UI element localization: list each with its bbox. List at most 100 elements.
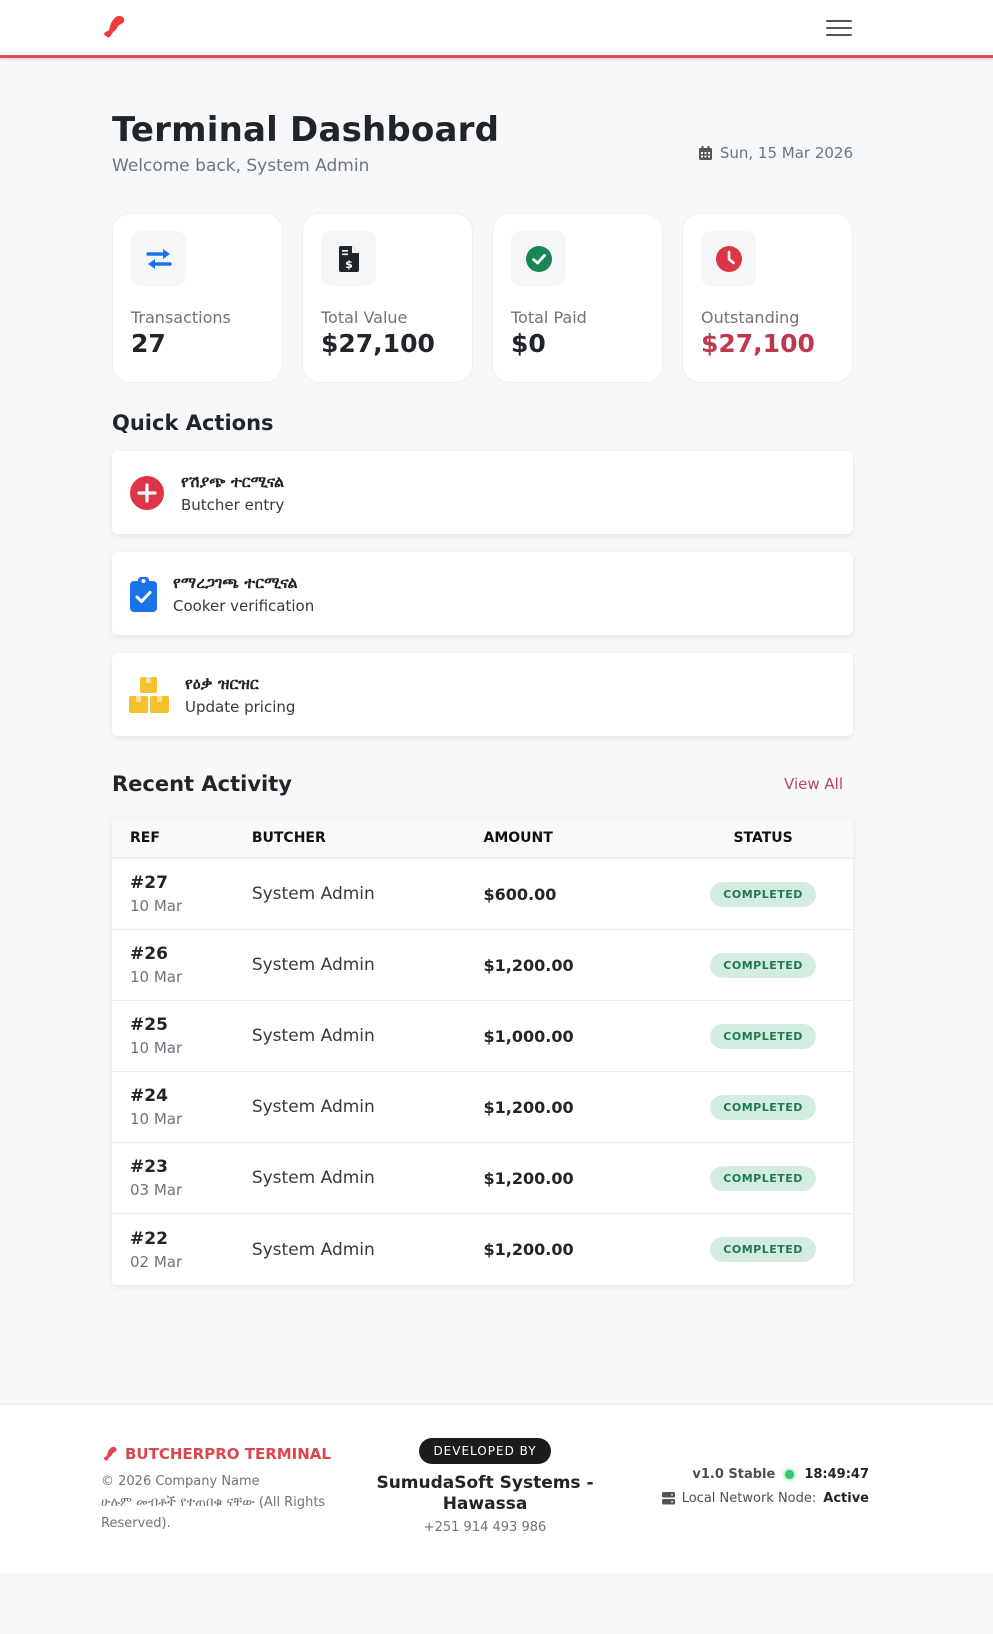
stat-label: Transactions bbox=[131, 308, 231, 327]
amount: $1,200.00 bbox=[483, 1097, 574, 1117]
ref-number: #25 bbox=[130, 1015, 168, 1035]
stat-card-outstanding: Outstanding $27,100 bbox=[682, 213, 853, 383]
ref-date: 03 Mar bbox=[130, 1181, 183, 1199]
butcher-name: System Admin bbox=[251, 955, 375, 975]
table-row[interactable]: #25 10 Mar System Admin $1,000.00 COMPLET… bbox=[112, 1001, 853, 1072]
footer-developer-section: DEVELOPED BY SumudaSoft Systems - Hawass… bbox=[370, 1438, 600, 1535]
stats-cards: Transactions 27 $ Total Value $27,100 To… bbox=[112, 213, 853, 383]
status-badge: COMPLETED bbox=[710, 1165, 816, 1191]
plus-circle-icon bbox=[129, 475, 165, 511]
column-header-butcher: BUTCHER bbox=[251, 829, 326, 846]
version-label: v1.0 Stable bbox=[692, 1467, 776, 1482]
quick-action-title: የሽያጭ ተርሚናል bbox=[181, 471, 285, 491]
status-badge: COMPLETED bbox=[710, 1237, 816, 1262]
node-status: Active bbox=[823, 1491, 869, 1506]
status-dot-icon bbox=[785, 1470, 795, 1479]
page-title: Terminal Dashboard bbox=[112, 110, 500, 150]
invoice-dollar-icon: $ bbox=[321, 231, 376, 286]
ref-date: 10 Mar bbox=[130, 968, 183, 986]
ref-date: 10 Mar bbox=[130, 1039, 183, 1057]
ref-date: 10 Mar bbox=[130, 1110, 183, 1128]
stat-label: Outstanding bbox=[701, 308, 800, 327]
table-header: REF BUTCHER AMOUNT STATUS bbox=[112, 818, 853, 859]
view-all-link[interactable]: View All bbox=[784, 775, 843, 793]
quick-action-title: የማረጋገጫ ተርሚናል bbox=[173, 572, 298, 592]
boxes-icon bbox=[129, 676, 169, 713]
quick-action-subtitle: Update pricing bbox=[185, 697, 296, 716]
stat-label: Total Paid bbox=[511, 308, 587, 327]
amount: $1,200.00 bbox=[483, 1240, 574, 1259]
system-status: v1.0 Stable 18:49:47 bbox=[662, 1467, 869, 1482]
ref-number: #24 bbox=[130, 1086, 168, 1106]
butcher-name: System Admin bbox=[251, 884, 375, 904]
clock-icon bbox=[701, 231, 756, 286]
ref-number: #27 bbox=[130, 873, 168, 893]
copyright-text: © 2026 Company Name bbox=[101, 1474, 260, 1489]
developer-name: SumudaSoft Systems - Hawassa bbox=[376, 1473, 594, 1514]
stat-card-total-paid: Total Paid $0 bbox=[492, 213, 663, 383]
footer-brand-section: BUTCHERPRO TERMINAL © 2026 Company Name … bbox=[101, 1445, 341, 1534]
table-row[interactable]: #26 10 Mar System Admin $1,200.00 COMPLET… bbox=[112, 930, 853, 1001]
butcher-name: System Admin bbox=[251, 1168, 375, 1188]
status-badge: COMPLETED bbox=[710, 952, 816, 978]
butcher-name: System Admin bbox=[251, 1239, 375, 1260]
butcher-name: System Admin bbox=[251, 1097, 375, 1117]
page-header: Terminal Dashboard Welcome back, System … bbox=[112, 58, 853, 213]
drumstick-icon[interactable] bbox=[100, 13, 128, 41]
node-label: Local Network Node: bbox=[681, 1491, 817, 1506]
amount: $1,200.00 bbox=[483, 1168, 574, 1188]
table-row[interactable]: #27 10 Mar System Admin $600.00 COMPLETED bbox=[112, 859, 853, 930]
network-node-status: Local Network Node: Active bbox=[661, 1491, 869, 1506]
svg-text:$: $ bbox=[345, 258, 353, 271]
butcher-name: System Admin bbox=[251, 1026, 375, 1046]
table-row[interactable]: #23 03 Mar System Admin $1,200.00 COMPLET… bbox=[112, 1143, 853, 1214]
welcome-subtitle: Welcome back, System Admin bbox=[112, 156, 370, 176]
column-header-status: STATUS bbox=[733, 829, 793, 846]
table-row[interactable]: #24 10 Mar System Admin $1,200.00 COMPLET… bbox=[112, 1072, 853, 1143]
quick-action-update-pricing[interactable]: የዕቃ ዝርዝር Update pricing bbox=[112, 653, 853, 736]
stat-value: $27,100 bbox=[701, 329, 815, 358]
live-clock: 18:49:47 bbox=[804, 1467, 869, 1482]
server-icon bbox=[661, 1492, 675, 1505]
quick-action-cooker-verification[interactable]: የማረጋገጫ ተርሚናል Cooker verification bbox=[112, 552, 853, 635]
footer-brand: BUTCHERPRO TERMINAL bbox=[101, 1445, 341, 1463]
hamburger-menu-icon[interactable] bbox=[826, 16, 852, 38]
date-text: Sun, 15 Mar 2026 bbox=[719, 144, 853, 162]
stat-value: $0 bbox=[511, 329, 546, 358]
current-date: Sun, 15 Mar 2026 bbox=[698, 144, 853, 162]
top-navbar bbox=[0, 0, 993, 58]
table-row[interactable]: #22 02 Mar System Admin $1,200.00 COMPLET… bbox=[112, 1214, 853, 1285]
quick-actions-list: የሽያጭ ተርሚናል Butcher entry የማረጋገጫ ተርሚናል Co… bbox=[112, 451, 853, 736]
quick-action-butcher-entry[interactable]: የሽያጭ ተርሚናል Butcher entry bbox=[112, 451, 853, 534]
ref-number: #26 bbox=[130, 944, 168, 964]
column-header-ref: REF bbox=[130, 829, 160, 846]
footer-brand-name: BUTCHERPRO TERMINAL bbox=[125, 1445, 331, 1463]
drumstick-icon bbox=[103, 1446, 117, 1461]
stat-card-total-value: $ Total Value $27,100 bbox=[302, 213, 473, 383]
footer-status-section: v1.0 Stable 18:49:47 Local Network Node:… bbox=[661, 1467, 869, 1506]
amount: $1,000.00 bbox=[483, 1026, 574, 1046]
footer-copyright: © 2026 Company Name ሁሉም መብቶች የተጠበቁ ናቸው (… bbox=[101, 1471, 341, 1534]
rights-text: ሁሉም መብቶች የተጠበቁ ናቸው (All Rights Reserved)… bbox=[101, 1495, 326, 1531]
stat-value: $27,100 bbox=[321, 329, 435, 358]
exchange-arrows-icon bbox=[131, 231, 186, 286]
clipboard-check-icon bbox=[129, 576, 157, 612]
column-header-amount: AMOUNT bbox=[483, 829, 553, 846]
main-content: Terminal Dashboard Welcome back, System … bbox=[112, 58, 853, 1285]
status-badge: COMPLETED bbox=[710, 1023, 816, 1049]
status-badge: COMPLETED bbox=[710, 881, 816, 907]
recent-activity-header: Recent Activity View All bbox=[112, 772, 853, 796]
check-circle-icon bbox=[511, 231, 566, 286]
amount: $1,200.00 bbox=[483, 955, 574, 975]
status-badge: COMPLETED bbox=[710, 1094, 816, 1120]
stat-label: Total Value bbox=[321, 308, 408, 327]
ref-number: #23 bbox=[130, 1157, 168, 1177]
developed-by-badge: DEVELOPED BY bbox=[419, 1438, 551, 1464]
ref-number: #22 bbox=[130, 1228, 168, 1249]
amount: $600.00 bbox=[483, 884, 557, 904]
quick-actions-title: Quick Actions bbox=[112, 411, 274, 435]
page-footer: BUTCHERPRO TERMINAL © 2026 Company Name … bbox=[0, 1403, 993, 1573]
recent-activity-title: Recent Activity bbox=[112, 772, 292, 796]
ref-date: 02 Mar bbox=[130, 1252, 183, 1271]
quick-action-subtitle: Butcher entry bbox=[181, 495, 285, 514]
